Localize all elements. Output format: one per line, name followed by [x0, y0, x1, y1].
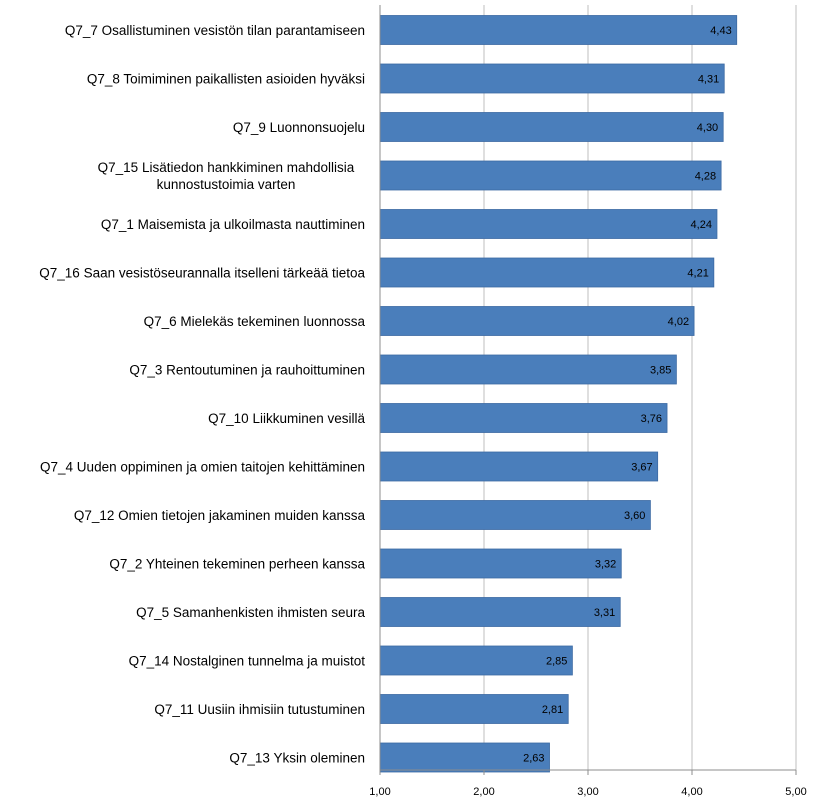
category-label: Q7_1 Maisemista ja ulkoilmasta nauttimin… — [101, 217, 365, 232]
data-labels: 4,43 4,31 4,30 4,28 4,24 4,21 4,02 3,85 3,76 3,67… — [523, 25, 732, 765]
data-label: 4,02 — [668, 316, 689, 328]
data-label: 4,31 — [698, 74, 719, 86]
bar — [379, 645, 573, 676]
data-label: 3,85 — [650, 365, 671, 377]
category-label: Q7_5 Samanhenkisten ihmisten seura — [136, 605, 365, 620]
category-labels: Q7_7 Osallistuminen vesistön tilan paran… — [39, 23, 365, 766]
category-label: Q7_7 Osallistuminen vesistön tilan paran… — [65, 23, 365, 38]
category-label: Q7_16 Saan vesistöseurannalla itselleni … — [39, 266, 365, 281]
data-label: 4,24 — [691, 219, 712, 231]
data-label: 4,30 — [697, 122, 718, 134]
category-label: Q7_3 Rentoutuminen ja rauhoittuminen — [129, 363, 365, 378]
data-label: 3,67 — [631, 462, 652, 474]
bar — [379, 63, 725, 94]
category-label: Q7_2 Yhteinen tekeminen perheen kanssa — [109, 557, 365, 572]
bar — [379, 500, 651, 530]
bar — [379, 112, 724, 142]
bar — [379, 548, 622, 579]
data-label: 3,31 — [594, 607, 615, 619]
x-tick-label: 3,00 — [577, 786, 598, 798]
bar — [379, 742, 550, 773]
bar — [379, 209, 718, 239]
category-label: Q7_6 Mielekäs tekeminen luonnossa — [144, 314, 366, 329]
bar — [379, 15, 738, 45]
category-label: Q7_15 Lisätiedon hankkiminen mahdollisia — [98, 160, 355, 175]
x-tick-label: 5,00 — [785, 786, 806, 798]
bar — [379, 597, 621, 627]
data-label: 2,85 — [546, 656, 567, 668]
category-label: kunnostustoimia varten — [157, 177, 296, 192]
bar — [379, 694, 569, 724]
bar — [379, 160, 722, 191]
category-label: Q7_11 Uusiin ihmisiin tutustuminen — [154, 702, 365, 717]
data-label: 4,43 — [710, 25, 731, 37]
bar — [379, 403, 668, 433]
bar — [379, 354, 677, 385]
data-label: 2,63 — [523, 753, 544, 765]
x-tick-label: 4,00 — [681, 786, 702, 798]
category-label: Q7_14 Nostalginen tunnelma ja muistot — [129, 654, 366, 669]
category-label: Q7_10 Liikkuminen vesillä — [208, 411, 365, 426]
x-tick-label: 1,00 — [369, 786, 390, 798]
category-label: Q7_8 Toimiminen paikallisten asioiden hy… — [87, 72, 365, 87]
bar — [379, 451, 659, 482]
data-label: 4,21 — [687, 268, 708, 280]
x-tick-label: 2,00 — [473, 786, 494, 798]
category-label: Q7_9 Luonnonsuojelu — [233, 120, 365, 135]
bars — [379, 15, 738, 773]
data-label: 3,76 — [641, 413, 662, 425]
category-label: Q7_12 Omien tietojen jakaminen muiden ka… — [74, 508, 366, 523]
bar — [379, 257, 715, 288]
data-label: 3,32 — [595, 559, 616, 571]
data-label: 4,28 — [695, 171, 716, 183]
bar — [379, 306, 695, 336]
category-label: Q7_4 Uuden oppiminen ja omien taitojen k… — [40, 460, 365, 475]
data-label: 3,60 — [624, 510, 645, 522]
data-label: 2,81 — [542, 704, 563, 716]
category-label: Q7_13 Yksin oleminen — [229, 751, 365, 766]
x-axis: 1,00 2,00 3,00 4,00 5,00 — [369, 5, 807, 798]
